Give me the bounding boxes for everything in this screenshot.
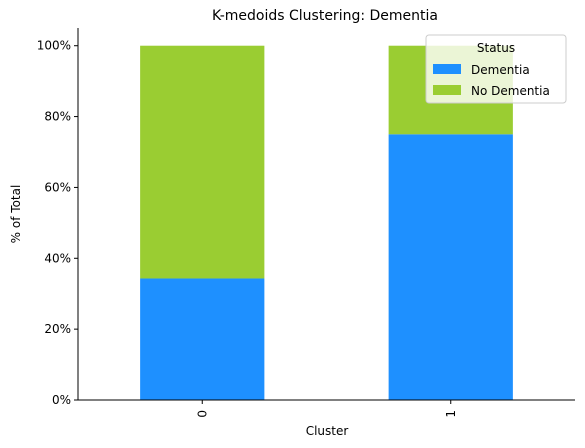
x-tick-label: 1 (444, 410, 458, 418)
legend: Status Dementia No Dementia (425, 34, 567, 104)
axes-group (77, 28, 575, 401)
y-ticks-group: 0% 20% 40% 60% 80% 100% (37, 39, 78, 407)
legend-label-no-dementia: No Dementia (471, 84, 550, 98)
y-axis-label: % of Total (9, 185, 23, 244)
y-tick-label: 20% (44, 322, 71, 336)
chart-title: K-medoids Clustering: Dementia (212, 8, 438, 24)
y-tick-label: 0% (52, 393, 71, 407)
y-tick-label: 100% (37, 39, 71, 53)
x-tick-label: 0 (195, 410, 209, 418)
y-tick-label: 80% (44, 110, 71, 124)
x-axis-label: Cluster (306, 424, 349, 438)
legend-title: Status (477, 41, 515, 55)
legend-label-dementia: Dementia (471, 63, 530, 77)
y-tick-label: 60% (44, 180, 71, 194)
y-tick-label: 40% (44, 251, 71, 265)
legend-items: Dementia No Dementia (433, 63, 550, 98)
legend-swatch-no-dementia (433, 85, 461, 95)
bar-no-dementia-cluster-0 (140, 45, 265, 279)
legend-swatch-dementia (433, 64, 461, 74)
bar-dementia-cluster-0 (140, 278, 265, 400)
bar-dementia-cluster-1 (388, 134, 513, 401)
